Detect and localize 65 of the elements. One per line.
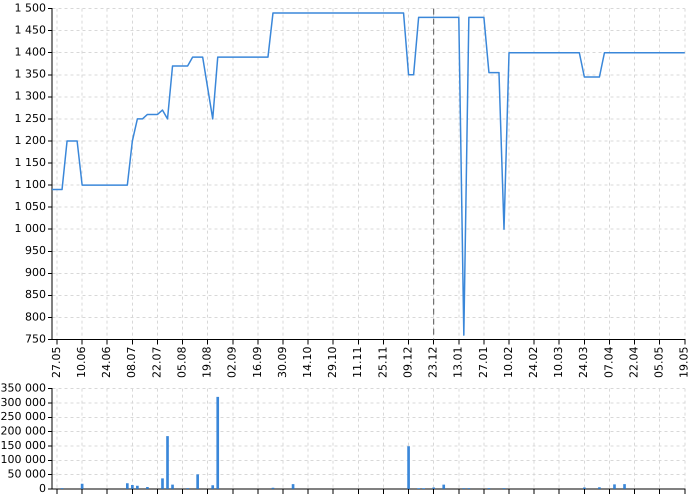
x-tick-label: 24.02 — [526, 346, 540, 378]
y-tick-label: 300 000 — [0, 396, 46, 409]
bar — [131, 484, 134, 489]
bar — [211, 485, 214, 489]
y-tick-label: 100 000 — [0, 453, 46, 466]
y-tick-label: 1 050 — [14, 200, 46, 214]
x-tick-label: 11.11 — [351, 346, 364, 378]
y-tick-label: 1 000 — [14, 222, 46, 236]
bar — [407, 446, 410, 489]
y-tick-label: 1 350 — [14, 68, 46, 81]
x-tick-label: 05.08 — [175, 346, 188, 378]
x-tick-label: 09.12 — [401, 346, 414, 378]
x-tick-label: 24.06 — [100, 346, 114, 378]
bar — [166, 436, 169, 489]
bar — [126, 483, 129, 489]
x-tick-label: 08.07 — [125, 346, 138, 378]
x-tick-label: 10.06 — [74, 346, 88, 378]
bar — [216, 396, 220, 489]
x-tick-label: 27.01 — [476, 346, 490, 378]
y-tick-label: 1 500 — [14, 1, 46, 14]
bar — [613, 484, 616, 489]
x-tick-label: 19.05 — [678, 346, 691, 378]
y-tick-label: 1 250 — [14, 112, 46, 125]
y-tick-label: 350 000 — [0, 381, 46, 394]
y-tick-label: 1 450 — [14, 24, 46, 37]
x-tick-label: 02.09 — [226, 346, 239, 378]
x-tick-label: 30.09 — [276, 346, 289, 378]
x-tick-label: 10.02 — [502, 346, 515, 378]
x-tick-label: 16.09 — [250, 346, 264, 378]
bar — [136, 486, 139, 489]
bar — [292, 484, 294, 489]
x-tick-label: 29.10 — [326, 346, 340, 378]
y-tick-label: 0 — [39, 482, 46, 495]
x-tick-label: 14.10 — [300, 346, 314, 378]
x-tick-label: 19.08 — [200, 346, 214, 378]
y-tick-label: 150 000 — [0, 438, 46, 452]
x-tick-label: 22.07 — [150, 346, 164, 378]
bar — [171, 484, 174, 489]
bar — [623, 484, 626, 489]
bar — [442, 484, 446, 489]
y-tick-label: 250 000 — [0, 410, 46, 424]
y-tick-label: 800 — [25, 310, 46, 324]
y-tick-label: 950 — [25, 244, 46, 258]
y-tick-label: 1 100 — [14, 178, 46, 191]
x-tick-label: 27.05 — [50, 346, 63, 378]
y-tick-label: 1 300 — [14, 90, 46, 103]
y-tick-label: 50 000 — [8, 468, 46, 481]
x-tick-label: 23.12 — [426, 346, 440, 378]
y-tick-label: 200 000 — [0, 424, 46, 438]
y-tick-label: 1 150 — [14, 156, 46, 169]
y-tick-label: 750 — [25, 332, 46, 346]
y-tick-label: 900 — [25, 266, 46, 280]
x-tick-label: 25.11 — [376, 346, 390, 378]
x-tick-label: 05.05 — [652, 346, 666, 378]
bar — [80, 484, 84, 489]
x-tick-label: 24.03 — [577, 346, 590, 378]
bar — [196, 474, 199, 489]
x-tick-label: 13.01 — [452, 346, 465, 378]
y-tick-label: 850 — [25, 288, 46, 302]
y-tick-label: 1 400 — [14, 46, 46, 59]
x-tick-label: 22.04 — [627, 346, 640, 378]
x-tick-label: 07.04 — [602, 346, 616, 378]
bar — [161, 478, 164, 489]
x-tick-label: 10.03 — [552, 346, 566, 378]
y-tick-label: 1 200 — [14, 134, 46, 147]
